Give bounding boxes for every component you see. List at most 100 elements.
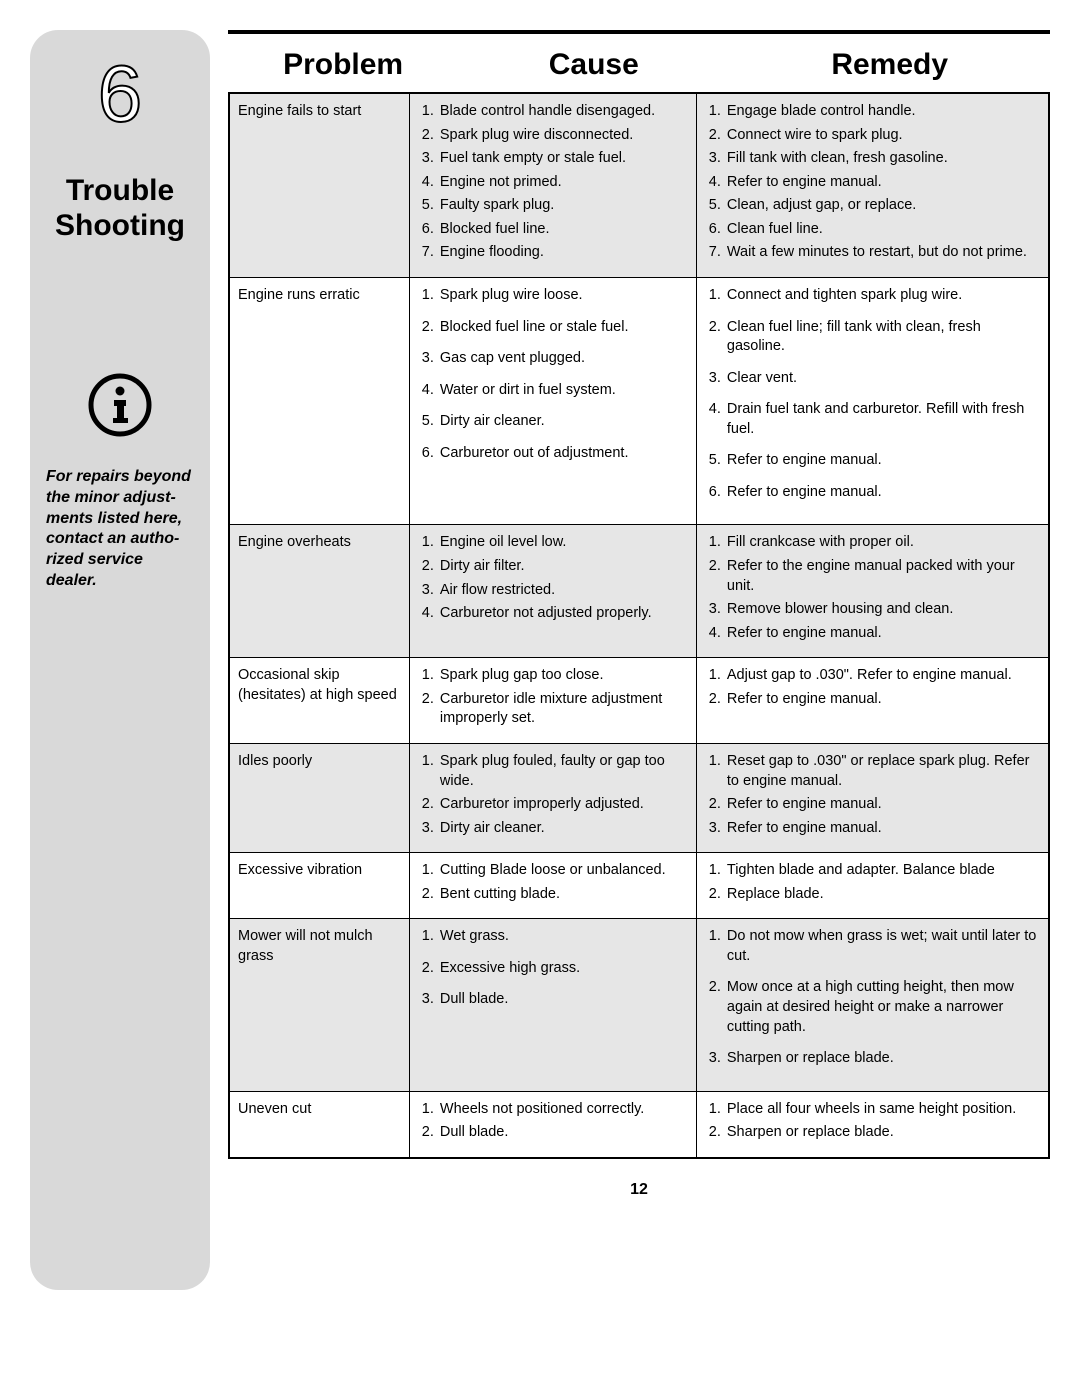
remedy-item: Remove blower housing and clean. (725, 600, 1040, 620)
remedy-cell: Adjust gap to .030". Refer to engine man… (696, 658, 1049, 744)
problem-cell: Mower will not mulch grass (229, 919, 409, 1091)
problem-cell: Idles poorly (229, 743, 409, 852)
sidebar-note: For repairs beyond the minor adjust­ment… (44, 467, 196, 592)
cause-item: Wet grass. (438, 927, 688, 947)
cause-item: Dirty air filter. (438, 557, 688, 577)
page-container: 6 Trouble Shooting For repairs beyond th… (30, 30, 1050, 1290)
cause-item: Spark plug wire loose. (438, 286, 688, 306)
table-row: Excessive vibrationCutting Blade loose o… (229, 853, 1049, 919)
cause-cell: Cutting Blade loose or unbalanced. Bent c… (409, 853, 696, 919)
cause-item: Fuel tank empty or stale fuel. (438, 149, 688, 169)
cause-item: Dirty air cleaner. (438, 412, 688, 432)
info-icon (88, 373, 152, 437)
problem-cell: Excessive vibration (229, 853, 409, 919)
remedy-item: Connect wire to spark plug. (725, 126, 1040, 146)
remedy-item: Refer to engine manual. (725, 795, 1040, 815)
cause-item: Cutting Blade loose or unbalanced. (438, 861, 688, 881)
remedy-item: Refer to engine manual. (725, 451, 1040, 471)
cause-item: Engine oil level low. (438, 533, 688, 553)
section-number: 6 (44, 54, 196, 134)
remedy-item: Mow once at a high cutting height, then … (725, 978, 1040, 1037)
column-headers: Problem Cause Remedy (228, 44, 1050, 92)
header-remedy: Remedy (729, 48, 1050, 82)
cause-item: Spark plug fouled, faulty or gap too wid… (438, 752, 688, 791)
remedy-item: Connect and tighten spark plug wire. (725, 286, 1040, 306)
remedy-item: Refer to engine manual. (725, 483, 1040, 503)
cause-item: Dirty air cleaner. (438, 819, 688, 839)
top-divider (228, 30, 1050, 34)
problem-cell: Occasional skip (hesitates) at high spee… (229, 658, 409, 744)
table-row: Uneven cutWheels not positioned correctl… (229, 1091, 1049, 1158)
cause-item: Engine not primed. (438, 173, 688, 193)
cause-item: Faulty spark plug. (438, 196, 688, 216)
cause-item: Bent cutting blade. (438, 885, 688, 905)
remedy-cell: Tighten blade and adapter. Balance blade… (696, 853, 1049, 919)
problem-cell: Uneven cut (229, 1091, 409, 1158)
cause-cell: Spark plug wire loose. Blocked fuel line … (409, 277, 696, 525)
remedy-cell: Connect and tighten spark plug wire. Clea… (696, 277, 1049, 525)
table-row: Engine runs erraticSpark plug wire loose… (229, 277, 1049, 525)
remedy-item: Fill tank with clean, fresh gasoline. (725, 149, 1040, 169)
sidebar: 6 Trouble Shooting For repairs beyond th… (30, 30, 210, 1290)
troubleshooting-table: Engine fails to startBlade control handl… (228, 92, 1050, 1159)
remedy-item: Reset gap to .030" or replace spark plug… (725, 752, 1040, 791)
remedy-cell: Do not mow when grass is wet; wait until… (696, 919, 1049, 1091)
cause-item: Air flow restricted. (438, 581, 688, 601)
remedy-item: Adjust gap to .030". Refer to engine man… (725, 666, 1040, 686)
main-content: Problem Cause Remedy Engine fails to sta… (228, 30, 1050, 1290)
remedy-item: Fill crankcase with proper oil. (725, 533, 1040, 553)
cause-item: Blade control handle disengaged. (438, 102, 688, 122)
header-problem: Problem (228, 48, 458, 82)
cause-item: Dull blade. (438, 1123, 688, 1143)
cause-item: Excessive high grass. (438, 959, 688, 979)
remedy-item: Clean, adjust gap, or replace. (725, 196, 1040, 216)
cause-cell: Wet grass. Excessive high grass. Dull blad… (409, 919, 696, 1091)
remedy-item: Sharpen or replace blade. (725, 1123, 1040, 1143)
cause-cell: Wheels not positioned correctly. Dull bla… (409, 1091, 696, 1158)
problem-cell: Engine runs erratic (229, 277, 409, 525)
problem-cell: Engine overheats (229, 525, 409, 658)
cause-item: Water or dirt in fuel system. (438, 381, 688, 401)
remedy-item: Clear vent. (725, 369, 1040, 389)
section-title-line1: Trouble (66, 174, 174, 207)
cause-item: Spark plug gap too close. (438, 666, 688, 686)
table-row: Mower will not mulch grass Wet grass. Exce… (229, 919, 1049, 1091)
table-row: Engine fails to startBlade control handl… (229, 93, 1049, 277)
remedy-cell: Place all four wheels in same height pos… (696, 1091, 1049, 1158)
table-row: Idles poorly Spark plug fouled, faulty or… (229, 743, 1049, 852)
remedy-item: Refer to the engine manual packed with y… (725, 557, 1040, 596)
cause-item: Carburetor not adjusted properly. (438, 604, 688, 624)
cause-item: Carburetor improperly adjusted. (438, 795, 688, 815)
problem-cell: Engine fails to start (229, 93, 409, 277)
remedy-item: Do not mow when grass is wet; wait until… (725, 927, 1040, 966)
remedy-cell: Engage blade control handle.Connect wire… (696, 93, 1049, 277)
remedy-item: Refer to engine manual. (725, 690, 1040, 710)
remedy-cell: Reset gap to .030" or replace spark plug… (696, 743, 1049, 852)
remedy-cell: Fill crankcase with proper oil. Refer to … (696, 525, 1049, 658)
cause-item: Wheels not positioned correctly. (438, 1100, 688, 1120)
table-row: Occasional skip (hesitates) at high spee… (229, 658, 1049, 744)
section-title-line2: Shooting (55, 209, 185, 242)
remedy-item: Refer to engine manual. (725, 819, 1040, 839)
cause-cell: Blade control handle disengaged. Spark pl… (409, 93, 696, 277)
remedy-item: Refer to engine manual. (725, 173, 1040, 193)
cause-item: Spark plug wire disconnected. (438, 126, 688, 146)
remedy-item: Sharpen or replace blade. (725, 1049, 1040, 1069)
cause-cell: Spark plug fouled, faulty or gap too wid… (409, 743, 696, 852)
page-number: 12 (228, 1181, 1050, 1199)
remedy-item: Place all four wheels in same height pos… (725, 1100, 1040, 1120)
remedy-item: Clean fuel line; fill tank with clean, f… (725, 318, 1040, 357)
remedy-item: Drain fuel tank and carburetor. Refill w… (725, 400, 1040, 439)
cause-item: Carburetor idle mixture adjustment impro… (438, 690, 688, 729)
remedy-item: Tighten blade and adapter. Balance blade (725, 861, 1040, 881)
cause-item: Gas cap vent plugged. (438, 349, 688, 369)
header-cause: Cause (458, 48, 729, 82)
remedy-item: Refer to engine manual. (725, 624, 1040, 644)
cause-cell: Spark plug gap too close. Carburetor idle… (409, 658, 696, 744)
cause-item: Carburetor out of adjustment. (438, 444, 688, 464)
cause-item: Blocked fuel line or stale fuel. (438, 318, 688, 338)
cause-item: Dull blade. (438, 990, 688, 1010)
cause-item: Engine flooding. (438, 243, 688, 263)
remedy-item: Clean fuel line. (725, 220, 1040, 240)
remedy-item: Replace blade. (725, 885, 1040, 905)
